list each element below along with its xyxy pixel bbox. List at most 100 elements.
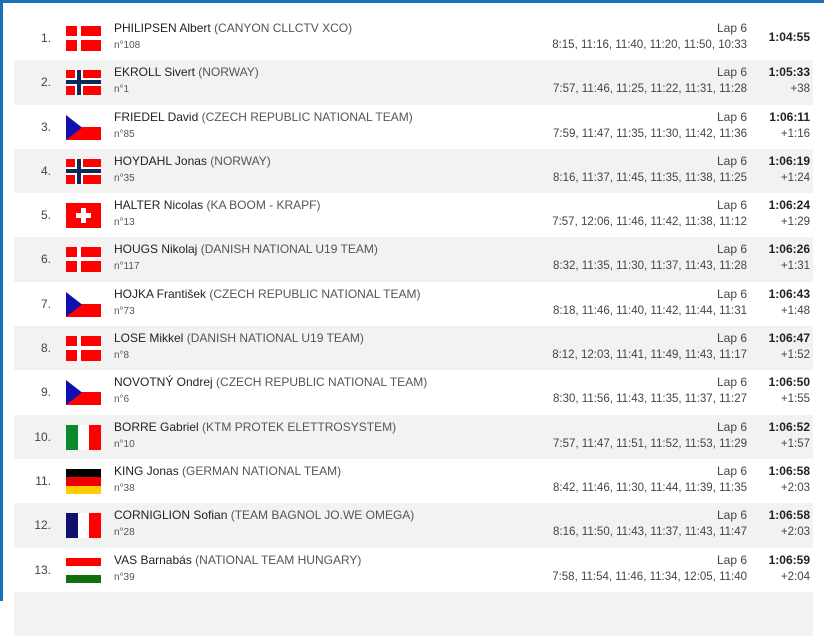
- lap-splits: 8:15, 11:16, 11:40, 11:20, 11:50, 10:33: [552, 39, 747, 51]
- total-time: 1:06:47: [768, 331, 810, 346]
- lap-splits: 8:30, 11:56, 11:43, 11:35, 11:37, 11:27: [553, 393, 747, 406]
- bib-number: n°39: [114, 571, 135, 583]
- rider-name-team: CORNIGLION Sofian (TEAM BAGNOL JO.WE OME…: [114, 508, 414, 522]
- result-row[interactable]: 13. VAS Barnabás (NATIONAL TEAM HUNGARY) n…: [14, 548, 813, 592]
- lap-splits: 7:57, 11:47, 11:51, 11:52, 11:53, 11:29: [553, 437, 747, 450]
- team-name: (TEAM BAGNOL JO.WE OMEGA): [230, 508, 415, 523]
- lap-splits: 7:57, 11:46, 11:25, 11:22, 11:31, 11:28: [553, 83, 747, 96]
- bib-number: n°38: [114, 482, 135, 494]
- lap-label: Lap 6: [716, 242, 747, 257]
- rank: 12.: [34, 518, 51, 533]
- total-time: 1:06:59: [768, 552, 810, 567]
- rider-name: VAS Barnabás: [114, 552, 192, 567]
- rank: 1.: [40, 31, 51, 45]
- team-name: (NATIONAL TEAM HUNGARY): [195, 552, 362, 567]
- czech-flag-icon: [66, 114, 101, 140]
- france-flag-icon: [66, 513, 101, 539]
- rider-name: NOVOTNÝ Ondrej: [114, 375, 213, 390]
- hungary-flag-icon: [66, 557, 101, 583]
- total-time: 1:06:24: [768, 198, 810, 213]
- result-row[interactable]: 10. BORRE Gabriel (KTM PROTEK ELETTROSYST…: [14, 414, 813, 459]
- total-time: 1:06:50: [768, 375, 810, 390]
- rider-name-team: HOUGS Nikolaj (DANISH NATIONAL U19 TEAM): [114, 242, 378, 256]
- lap-label: Lap 6: [716, 109, 747, 124]
- lap-splits: 8:18, 11:46, 11:40, 11:42, 11:44, 11:31: [553, 304, 747, 317]
- lap-label: Lap 6: [716, 463, 747, 478]
- result-row[interactable]: 5. HALTER Nicolas (KA BOOM - KRAPF) n°13 La…: [14, 193, 813, 237]
- result-row[interactable]: 6. HOUGS Nikolaj (DANISH NATIONAL U19 TEA…: [14, 237, 813, 282]
- rider-name-team: NOVOTNÝ Ondrej (CZECH REPUBLIC NATIONAL …: [114, 375, 427, 389]
- rider-name: FRIEDEL David: [114, 109, 199, 124]
- rider-name: KING Jonas: [114, 463, 179, 478]
- window-frame-top: [0, 0, 824, 3]
- bib-number: n°1: [114, 84, 130, 96]
- result-row[interactable]: 8. LOSE Mikkel (DANISH NATIONAL U19 TEAM)…: [14, 326, 813, 371]
- total-time: 1:06:19: [768, 153, 810, 168]
- rider-name-team: HALTER Nicolas (KA BOOM - KRAPF): [114, 198, 321, 212]
- lap-splits: 7:57, 12:06, 11:46, 11:42, 11:38, 11:12: [552, 216, 747, 229]
- lap-splits: 7:59, 11:47, 11:35, 11:30, 11:42, 11:36: [553, 127, 747, 140]
- rank: 6.: [40, 252, 51, 267]
- rider-name: LOSE Mikkel: [114, 331, 184, 346]
- team-name: (CZECH REPUBLIC NATIONAL TEAM): [201, 109, 413, 124]
- results-list: 1. PHILIPSEN Albert (CANYON CLLCTV XCO) n°…: [14, 16, 813, 636]
- lap-splits: 8:16, 11:50, 11:43, 11:37, 11:43, 11:47: [553, 526, 747, 539]
- team-name: (DANISH NATIONAL U19 TEAM): [186, 331, 364, 346]
- result-row[interactable]: 11. KING Jonas (GERMAN NATIONAL TEAM) n°38…: [14, 459, 813, 503]
- lap-label: Lap 6: [716, 375, 747, 390]
- time-gap: +2:03: [780, 481, 810, 494]
- rider-name-team: HOYDAHL Jonas (NORWAY): [114, 154, 271, 168]
- time-gap: +1:52: [780, 349, 810, 362]
- lap-label: Lap 6: [716, 552, 747, 567]
- time-gap: +1:57: [780, 437, 810, 450]
- rank: 4.: [40, 163, 51, 178]
- team-name: (CANYON CLLCTV XCO): [214, 21, 353, 35]
- czech-flag-icon: [66, 291, 101, 317]
- team-name: (DANISH NATIONAL U19 TEAM): [200, 242, 378, 257]
- time-gap: +1:48: [780, 304, 810, 317]
- rank: 7.: [40, 296, 51, 311]
- result-row[interactable]: 7. HOJKA František (CZECH REPUBLIC NATION…: [14, 282, 813, 326]
- time-gap: +1:31: [780, 260, 810, 273]
- switzerland-flag-icon: [66, 203, 101, 229]
- rider-name: PHILIPSEN Albert: [114, 21, 211, 35]
- bib-number: n°10: [114, 438, 135, 450]
- rider-name: CORNIGLION Sofian: [114, 508, 228, 523]
- result-row[interactable]: 9. NOVOTNÝ Ondrej (CZECH REPUBLIC NATIONA…: [14, 370, 813, 414]
- bib-number: n°8: [114, 350, 130, 362]
- denmark-flag-icon: [66, 247, 101, 273]
- lap-splits: 7:58, 11:54, 11:46, 11:34, 12:05, 11:40: [552, 570, 747, 583]
- team-name: (KA BOOM - KRAPF): [206, 198, 321, 213]
- total-time: 1:05:33: [768, 65, 810, 80]
- time-gap: +1:16: [780, 127, 810, 140]
- total-time: 1:06:11: [769, 109, 810, 124]
- rider-name: HALTER Nicolas: [114, 198, 204, 213]
- lap-label: Lap 6: [716, 198, 747, 213]
- total-time: 1:04:55: [768, 30, 810, 44]
- rank: 9.: [40, 385, 51, 400]
- rank: 11.: [35, 473, 51, 488]
- bib-number: n°73: [114, 305, 135, 317]
- bib-number: n°35: [114, 172, 135, 184]
- czech-flag-icon: [66, 380, 101, 406]
- result-row[interactable]: 4. HOYDAHL Jonas (NORWAY) n°35 Lap 6 8:16, 1…: [14, 148, 813, 194]
- time-gap: +2:03: [780, 526, 810, 539]
- rank: 13.: [34, 562, 51, 577]
- result-row[interactable]: 1. PHILIPSEN Albert (CANYON CLLCTV XCO) n°…: [14, 16, 813, 60]
- total-time: 1:06:52: [768, 419, 810, 434]
- result-row[interactable]: 12. CORNIGLION Sofian (TEAM BAGNOL JO.WE …: [14, 503, 813, 548]
- result-row[interactable]: 3. FRIEDEL David (CZECH REPUBLIC NATIONAL…: [14, 105, 813, 149]
- result-row-partial[interactable]: [14, 591, 813, 636]
- result-row[interactable]: 2. EKROLL Sivert (NORWAY) n°1 Lap 6 7:57, 11…: [14, 60, 813, 105]
- denmark-flag-icon: [66, 26, 101, 51]
- rider-name-team: KING Jonas (GERMAN NATIONAL TEAM): [114, 464, 341, 478]
- rank: 8.: [40, 341, 51, 356]
- lap-label: Lap 6: [716, 153, 747, 168]
- rank: 2.: [40, 75, 51, 90]
- lap-label: Lap 6: [716, 21, 747, 35]
- window-frame-left: [0, 0, 3, 601]
- total-time: 1:06:58: [768, 463, 810, 478]
- bib-number: n°13: [114, 217, 135, 229]
- time-gap: +1:55: [780, 393, 810, 406]
- rider-name: HOYDAHL Jonas: [114, 153, 207, 168]
